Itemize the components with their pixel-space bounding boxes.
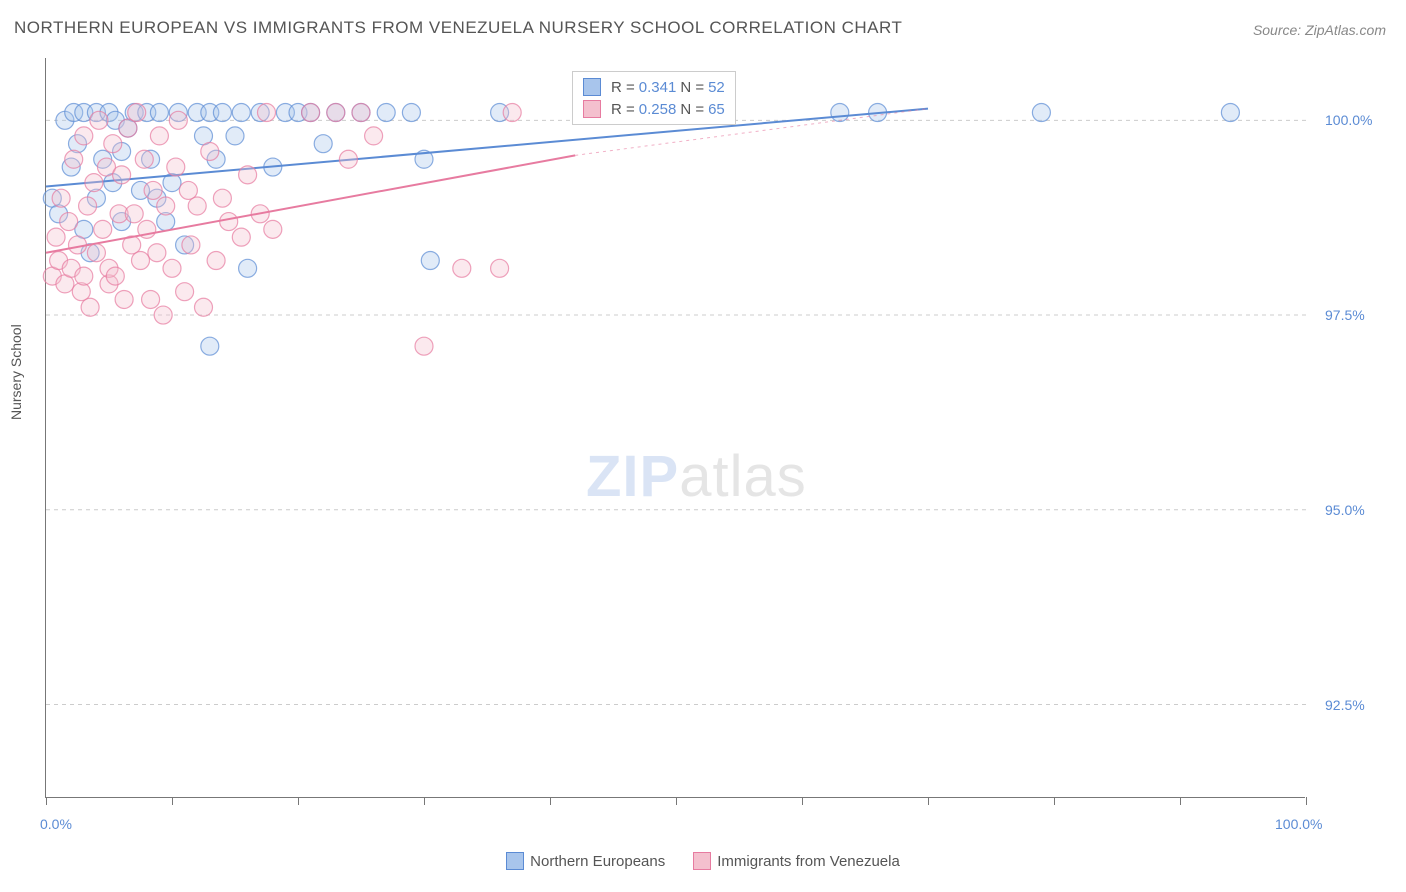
x-tick [550,797,551,805]
y-tick-label: 100.0% [1325,112,1372,128]
chart-container: NORTHERN EUROPEAN VS IMMIGRANTS FROM VEN… [0,0,1406,892]
x-tick-label-left: 0.0% [40,816,72,832]
y-tick-label: 92.5% [1325,697,1365,713]
y-axis-label: Nursery School [8,324,24,420]
x-tick [172,797,173,805]
plot-area: ZIPatlas [45,58,1305,798]
x-tick [46,797,47,805]
correlation-legend: R = 0.341 N = 52R = 0.258 N = 65 [572,71,736,125]
x-tick [1054,797,1055,805]
watermark-light: atlas [679,444,807,509]
x-tick-label-right: 100.0% [1275,816,1322,832]
source-attribution: Source: ZipAtlas.com [1253,22,1386,38]
plot-svg [46,58,1306,798]
x-tick [802,797,803,805]
y-tick-label: 95.0% [1325,502,1365,518]
x-tick [928,797,929,805]
legend-series-item: Immigrants from Venezuela [693,852,900,870]
chart-title: NORTHERN EUROPEAN VS IMMIGRANTS FROM VEN… [14,18,902,38]
x-tick [424,797,425,805]
legend-stat-row: R = 0.258 N = 65 [583,98,725,120]
y-tick-label: 97.5% [1325,307,1365,323]
series-legend: Northern Europeans Immigrants from Venezu… [0,852,1406,874]
x-tick [298,797,299,805]
x-tick [676,797,677,805]
legend-series-item: Northern Europeans [506,852,665,870]
x-tick [1306,797,1307,805]
watermark: ZIPatlas [586,443,807,510]
x-tick [1180,797,1181,805]
legend-stat-row: R = 0.341 N = 52 [583,76,725,98]
watermark-bold: ZIP [586,444,679,509]
